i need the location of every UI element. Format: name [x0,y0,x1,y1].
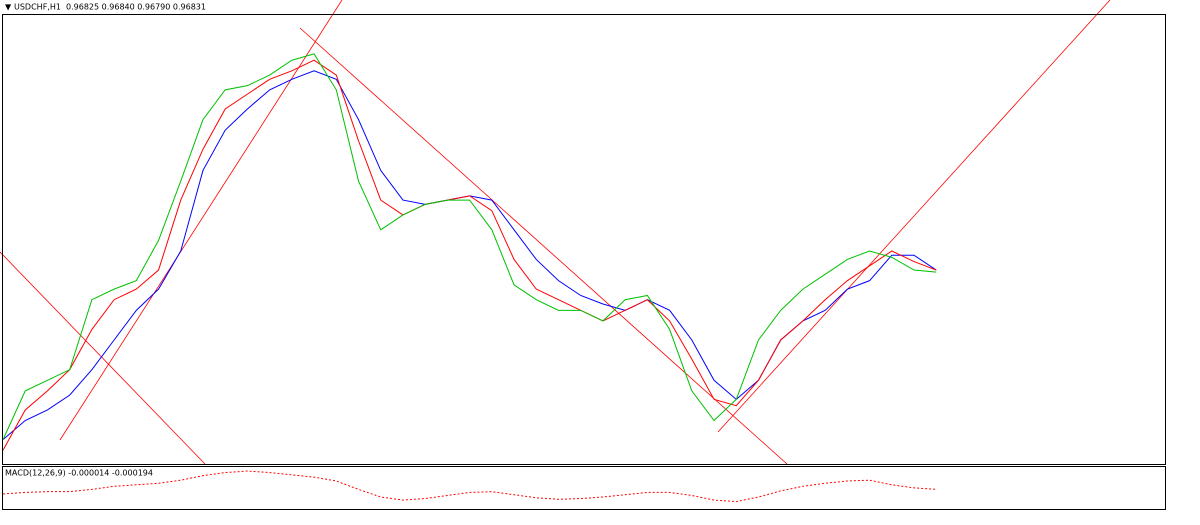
main-frame [2,14,1166,465]
quote: 0.96825 0.96840 0.96790 0.96831 [66,3,206,12]
symbol-arrow: ▼ [5,3,12,12]
plot-layer [2,53,937,503]
trendline [299,27,788,465]
macd-signal [2,470,937,503]
trendline [59,0,343,441]
macd-frame [2,466,1166,510]
macd-label: MACD(12,26,9) -0.000014 -0.000194 [5,469,153,478]
moving-average [2,53,937,440]
trendline [0,251,206,465]
moving-average [2,59,937,451]
drawing-objects [0,0,1111,465]
symbol: USDCHF,H1 [14,3,61,12]
trendline [717,0,1111,433]
